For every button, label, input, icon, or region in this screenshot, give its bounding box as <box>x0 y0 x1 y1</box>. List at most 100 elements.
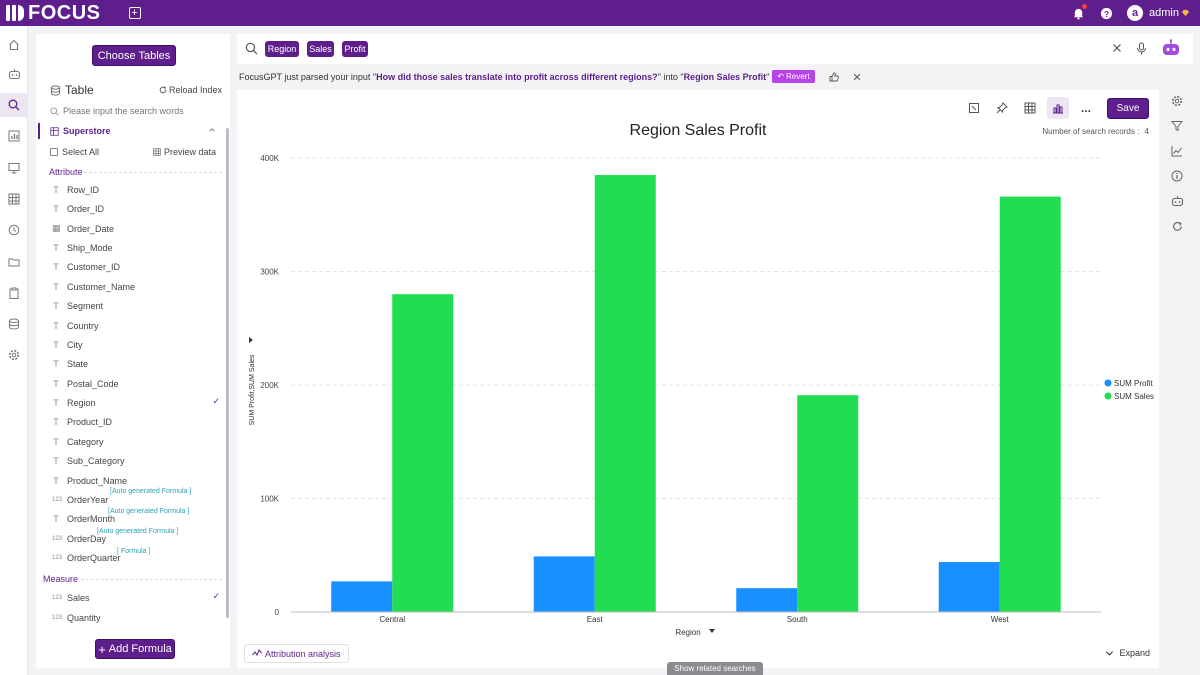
field-item[interactable]: 123 Sales ✓ <box>52 591 220 605</box>
expand-button[interactable]: Expand <box>1105 648 1150 658</box>
nav-home[interactable] <box>6 37 22 53</box>
reload-index-button[interactable]: Reload Index <box>159 85 222 95</box>
nav-history[interactable] <box>6 222 22 238</box>
bar-sum-profit[interactable] <box>938 562 1000 612</box>
field-item[interactable]: T OrderMonth [Auto generated Formula ] <box>52 508 220 526</box>
field-name: OrderYear <box>67 494 109 505</box>
field-item[interactable]: T Product_ID <box>52 415 220 429</box>
filter-button[interactable] <box>1170 119 1184 133</box>
y-tick-label: 100K <box>260 495 279 504</box>
refresh-button[interactable] <box>1170 219 1184 233</box>
assistant-robot-icon[interactable] <box>1161 39 1181 57</box>
nav-search[interactable] <box>0 93 28 117</box>
field-item[interactable]: T State <box>52 357 220 371</box>
select-all[interactable]: Select All <box>50 147 99 157</box>
field-item[interactable]: T Ship_Mode <box>52 241 220 255</box>
notification-button[interactable] <box>1071 4 1088 20</box>
chart-settings-button[interactable] <box>1170 94 1184 108</box>
more-button[interactable]: ... <box>1080 101 1091 115</box>
nav-database[interactable] <box>6 316 22 332</box>
search-token[interactable]: Profit <box>342 41 368 57</box>
svg-text:?: ? <box>1103 8 1108 18</box>
ai-assistant-button[interactable] <box>1170 194 1184 208</box>
field-item[interactable]: 123 OrderDay [Auto generated Formula ] <box>52 528 220 546</box>
field-item[interactable]: T Order_ID <box>52 202 220 216</box>
chart-type-button[interactable] <box>1047 97 1069 119</box>
caret-down-icon[interactable] <box>249 337 253 343</box>
formula-tag: [Auto generated Formula ] <box>97 527 179 535</box>
pin-button[interactable] <box>991 97 1013 119</box>
field-item[interactable]: T City <box>52 338 220 352</box>
field-item[interactable]: T Category <box>52 435 220 449</box>
legend[interactable]: SUM Profit SUM Sales <box>1104 379 1155 401</box>
info-button[interactable] <box>1170 169 1184 183</box>
field-item[interactable]: 123 OrderQuarter[ Formula ] <box>52 548 220 565</box>
select-all-checkbox[interactable] <box>50 148 58 156</box>
search-token[interactable]: Sales <box>307 41 334 57</box>
field-item[interactable]: 123 Quantity <box>52 611 220 625</box>
field-item[interactable]: T Customer_ID <box>52 260 220 274</box>
nav-tables[interactable] <box>6 191 22 207</box>
field-item[interactable]: ▦ Order_Date <box>52 222 220 236</box>
attribution-analysis-button[interactable]: Attribution analysis <box>244 644 349 663</box>
field-item[interactable]: T Region ✓ <box>52 396 220 410</box>
field-item[interactable]: T Country <box>52 319 220 333</box>
legend-swatch[interactable] <box>1104 379 1112 387</box>
field-item[interactable]: 123 OrderYear [Auto generated Formula ] <box>52 488 220 507</box>
bar-sum-sales[interactable] <box>999 196 1061 612</box>
field-type-icon: T <box>53 359 59 370</box>
nav-charts[interactable] <box>6 128 22 144</box>
clear-icon[interactable] <box>1112 43 1122 53</box>
search-token[interactable]: Region <box>265 41 299 57</box>
y-axis-label[interactable]: SUM Profit,SUM Sales <box>249 354 256 425</box>
field-type-icon: T <box>53 320 59 331</box>
choose-tables-button[interactable]: Choose Tables <box>92 45 176 66</box>
logo[interactable]: FOCUS <box>6 0 101 26</box>
field-name: Row_ID <box>67 185 100 195</box>
table-view-button[interactable] <box>1019 97 1041 119</box>
trend-button[interactable] <box>1170 144 1184 158</box>
legend-label[interactable]: SUM Sales <box>1114 392 1154 401</box>
legend-label[interactable]: SUM Profit <box>1114 379 1153 388</box>
nav-tasks[interactable] <box>6 285 22 301</box>
field-name: Country <box>67 320 99 331</box>
search-bar[interactable]: Region Sales Profit <box>237 34 1193 64</box>
legend-swatch[interactable] <box>1104 392 1112 400</box>
bar-sum-sales[interactable] <box>594 175 656 612</box>
scrollbar[interactable] <box>226 128 229 618</box>
chevron-up-icon[interactable] <box>208 126 216 134</box>
revert-button[interactable]: ↶ Revert <box>772 70 815 83</box>
caret-down-icon[interactable] <box>709 629 715 633</box>
preview-data-button[interactable]: Preview data <box>153 147 216 157</box>
nav-files[interactable] <box>6 254 22 270</box>
add-formula-button[interactable]: + Add Formula <box>95 639 175 659</box>
nav-dashboard[interactable] <box>6 160 22 176</box>
microphone-icon[interactable] <box>1136 42 1147 55</box>
new-tab-button[interactable]: + <box>128 7 141 19</box>
field-item[interactable]: T Product_Name <box>52 474 220 488</box>
field-item[interactable]: T Segment <box>52 299 220 313</box>
show-related-searches-button[interactable]: Show related searches <box>667 662 763 675</box>
bar-sum-profit[interactable] <box>736 588 798 612</box>
bar-sum-profit[interactable] <box>331 581 393 612</box>
bar-sum-sales[interactable] <box>392 294 454 612</box>
save-button[interactable]: Save <box>1107 97 1149 119</box>
avatar[interactable]: a <box>1127 5 1144 21</box>
field-search-input[interactable] <box>63 106 203 116</box>
field-item[interactable]: T Sub_Category <box>52 454 220 468</box>
fullscreen-button[interactable] <box>963 97 985 119</box>
thumbs-up-icon[interactable] <box>829 72 839 82</box>
user-name[interactable]: admin <box>1149 7 1179 19</box>
field-item[interactable]: T Row_ID <box>52 183 220 197</box>
field-item[interactable]: T Postal_Code <box>52 377 220 391</box>
x-tick-label: South <box>787 615 808 624</box>
x-axis-label[interactable]: Region <box>675 628 700 637</box>
help-button[interactable]: ? <box>1099 6 1113 20</box>
nav-assistant[interactable] <box>6 66 22 82</box>
bar-sum-profit[interactable] <box>533 556 595 612</box>
bar-sum-sales[interactable] <box>797 395 859 612</box>
field-item[interactable]: T Customer_Name <box>52 280 220 294</box>
nav-settings[interactable] <box>6 347 22 363</box>
close-icon[interactable] <box>853 73 861 81</box>
table-superstore[interactable]: Superstore <box>38 123 222 139</box>
